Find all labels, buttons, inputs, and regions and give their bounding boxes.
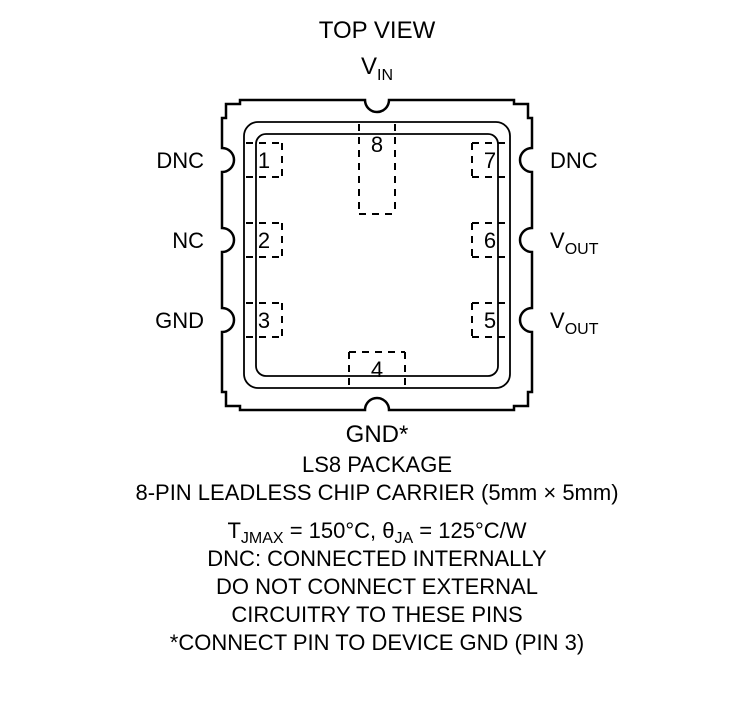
inner-ring-2: [256, 134, 498, 376]
pin-label-7: DNC: [550, 148, 598, 173]
pin-label-6: VOUT: [550, 228, 599, 258]
note-line: DNC: CONNECTED INTERNALLY: [207, 546, 547, 571]
title: TOP VIEW: [319, 17, 436, 44]
note-line: CIRCUITRY TO THESE PINS: [231, 602, 522, 627]
note-line: *CONNECT PIN TO DEVICE GND (PIN 3): [170, 630, 584, 655]
package-line1: LS8 PACKAGE: [302, 452, 452, 477]
bottom-pin-label: GND*: [346, 421, 409, 448]
pin-label-1: DNC: [156, 148, 204, 173]
pin-label-3: GND: [155, 308, 204, 333]
package-diagram: TOP VIEW VIN 1 DNC 2 NC 3 GND 7 DNC 6 VOUT 5 VOUT 8 4 GN…: [0, 0, 755, 722]
note-line: DO NOT CONNECT EXTERNAL: [216, 574, 538, 599]
pin-num-2: 2: [258, 228, 270, 253]
note-line: TJMAX = 150°C, θJA = 125°C/W: [227, 518, 526, 547]
pin-num-1: 1: [258, 148, 270, 173]
pin-num-8: 8: [371, 132, 383, 157]
pin-num-7: 7: [484, 148, 496, 173]
pin-label-5: VOUT: [550, 308, 599, 338]
pin-num-4: 4: [371, 357, 383, 382]
pin-num-5: 5: [484, 308, 496, 333]
pin-num-6: 6: [484, 228, 496, 253]
top-pin-label: VIN: [361, 53, 393, 84]
pin-num-3: 3: [258, 308, 270, 333]
pin-label-2: NC: [172, 228, 204, 253]
inner-ring-1: [244, 122, 510, 388]
package-line2: 8-PIN LEADLESS CHIP CARRIER (5mm × 5mm): [135, 480, 618, 505]
